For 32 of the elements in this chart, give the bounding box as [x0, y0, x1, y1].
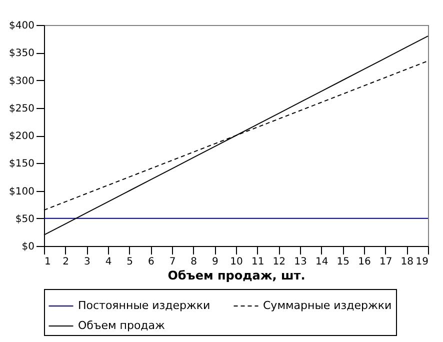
x-tick-label: 6	[148, 256, 154, 268]
x-tick-label: 5	[126, 256, 134, 268]
y-tick-label: $300	[9, 76, 34, 87]
y-tick-label: $150	[9, 158, 34, 170]
y-tick-label: $100	[9, 186, 34, 198]
legend-label: Постоянные издержки	[78, 299, 210, 312]
y-tick-label: $400	[9, 20, 34, 32]
x-tick-label: 18	[400, 256, 414, 268]
x-tick-label: 15	[336, 256, 350, 268]
x-axis-title: Объем продаж, шт.	[168, 268, 306, 282]
y-tick-label: $200	[9, 131, 34, 142]
y-tick-label: $50	[15, 214, 34, 225]
x-tick-label: 4	[105, 256, 112, 268]
x-tick-label: 16	[358, 256, 371, 268]
y-tick-label: $250	[9, 103, 34, 114]
x-tick-label: 2	[62, 256, 70, 268]
x-tick-label: 14	[315, 256, 328, 268]
x-tick-label: 10	[230, 256, 243, 268]
x-tick-label: 9	[212, 256, 218, 268]
x-tick-label: 3	[84, 256, 90, 268]
x-tick-label: 17	[379, 256, 392, 268]
x-tick-label: 19	[416, 256, 428, 268]
x-tick-label: 7	[169, 256, 176, 268]
x-tick-label: 13	[294, 256, 307, 268]
y-tick-label: $0	[22, 242, 34, 252]
legend-label: Объем продаж	[78, 319, 166, 332]
y-tick-label: $350	[9, 48, 34, 60]
x-tick-label: 1	[44, 256, 51, 268]
x-tick-label: 8	[190, 256, 198, 268]
legend-label: Суммарные издержки	[263, 299, 392, 312]
x-tick-label: 11	[251, 256, 264, 268]
x-tick-label: 12	[272, 256, 286, 268]
